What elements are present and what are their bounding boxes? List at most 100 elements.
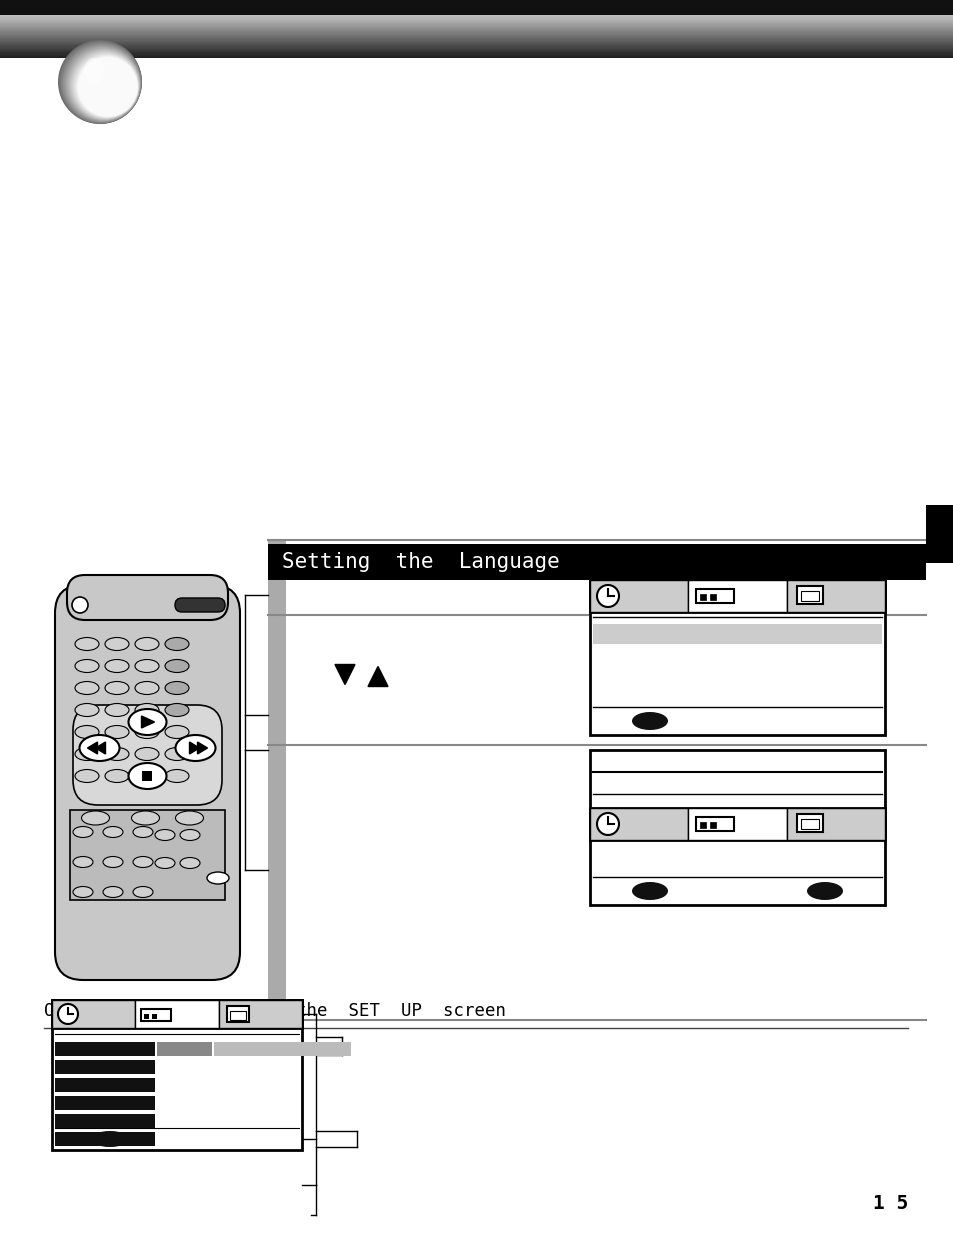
Bar bbox=[152, 1014, 157, 1019]
Text: 1 5: 1 5 bbox=[872, 1194, 907, 1213]
Ellipse shape bbox=[132, 887, 152, 898]
Bar bbox=[0, 35, 953, 36]
Ellipse shape bbox=[154, 857, 174, 868]
Bar bbox=[0, 4, 953, 6]
Bar bbox=[696, 818, 734, 831]
Bar bbox=[0, 31, 953, 32]
Ellipse shape bbox=[81, 811, 110, 825]
Bar bbox=[0, 1, 953, 4]
Ellipse shape bbox=[806, 882, 842, 900]
Bar bbox=[710, 594, 716, 600]
Ellipse shape bbox=[132, 857, 152, 867]
Polygon shape bbox=[335, 664, 355, 684]
Bar bbox=[230, 1011, 246, 1020]
Text: Setting  the  Language: Setting the Language bbox=[282, 552, 559, 572]
Bar bbox=[786, 580, 884, 613]
Bar bbox=[0, 53, 953, 54]
Bar bbox=[0, 7, 953, 10]
Bar bbox=[0, 21, 953, 22]
Circle shape bbox=[71, 597, 88, 613]
Bar bbox=[0, 2, 953, 5]
Bar bbox=[0, 51, 953, 52]
Ellipse shape bbox=[105, 769, 129, 783]
Bar bbox=[0, 41, 953, 43]
Bar bbox=[0, 10, 953, 11]
Bar bbox=[0, 6, 953, 9]
Bar bbox=[0, 30, 953, 31]
Bar bbox=[144, 1014, 150, 1019]
Ellipse shape bbox=[105, 747, 129, 761]
Bar bbox=[0, 37, 953, 38]
Bar bbox=[52, 1000, 135, 1028]
Bar bbox=[0, 12, 953, 14]
FancyBboxPatch shape bbox=[67, 576, 228, 620]
Bar bbox=[700, 823, 705, 827]
Circle shape bbox=[77, 57, 137, 117]
Ellipse shape bbox=[135, 659, 159, 673]
Bar bbox=[0, 20, 953, 21]
Bar bbox=[0, 40, 953, 42]
Polygon shape bbox=[197, 742, 208, 755]
Ellipse shape bbox=[75, 704, 99, 716]
Ellipse shape bbox=[165, 725, 189, 739]
Bar bbox=[0, 21, 953, 23]
Bar bbox=[0, 0, 953, 15]
Ellipse shape bbox=[165, 769, 189, 783]
Circle shape bbox=[59, 41, 142, 124]
Bar bbox=[142, 771, 152, 781]
Bar bbox=[0, 40, 953, 41]
Bar bbox=[0, 48, 953, 49]
Circle shape bbox=[58, 40, 142, 124]
Circle shape bbox=[60, 42, 141, 124]
Ellipse shape bbox=[180, 857, 200, 868]
Circle shape bbox=[68, 48, 140, 121]
Bar bbox=[688, 808, 786, 840]
Bar bbox=[70, 810, 225, 900]
Circle shape bbox=[71, 51, 139, 120]
Bar bbox=[0, 9, 953, 10]
Bar bbox=[0, 26, 953, 28]
Circle shape bbox=[59, 41, 142, 124]
Ellipse shape bbox=[135, 704, 159, 716]
Bar bbox=[589, 750, 884, 905]
Bar bbox=[0, 28, 953, 30]
Bar bbox=[796, 585, 821, 604]
Ellipse shape bbox=[135, 637, 159, 651]
Circle shape bbox=[58, 1004, 78, 1024]
Ellipse shape bbox=[175, 735, 215, 761]
Circle shape bbox=[71, 52, 139, 119]
Bar bbox=[696, 589, 734, 603]
Ellipse shape bbox=[631, 882, 667, 900]
Bar bbox=[0, 19, 953, 20]
Ellipse shape bbox=[165, 659, 189, 673]
Ellipse shape bbox=[75, 725, 99, 739]
Bar bbox=[268, 543, 925, 580]
Ellipse shape bbox=[73, 887, 92, 898]
Ellipse shape bbox=[75, 637, 99, 651]
Bar bbox=[55, 1114, 154, 1128]
Circle shape bbox=[70, 49, 139, 120]
Circle shape bbox=[61, 43, 141, 122]
Circle shape bbox=[61, 42, 141, 124]
Bar bbox=[141, 1009, 172, 1021]
Bar bbox=[0, 22, 953, 25]
Bar bbox=[589, 580, 884, 735]
Bar bbox=[593, 624, 882, 643]
Ellipse shape bbox=[154, 830, 174, 841]
Ellipse shape bbox=[105, 682, 129, 694]
Bar bbox=[268, 540, 286, 1020]
Polygon shape bbox=[95, 742, 106, 755]
Bar bbox=[589, 808, 884, 840]
Ellipse shape bbox=[207, 872, 229, 884]
Bar bbox=[0, 32, 953, 33]
Text: Optional  settings  on  the  SET  UP  screen: Optional settings on the SET UP screen bbox=[44, 1002, 505, 1020]
Circle shape bbox=[64, 44, 141, 122]
Ellipse shape bbox=[75, 747, 99, 761]
Bar bbox=[0, 42, 953, 44]
Bar bbox=[0, 46, 953, 48]
Bar bbox=[710, 823, 716, 827]
FancyBboxPatch shape bbox=[174, 598, 225, 613]
Circle shape bbox=[62, 43, 141, 122]
Bar bbox=[0, 57, 953, 58]
Ellipse shape bbox=[75, 769, 99, 783]
